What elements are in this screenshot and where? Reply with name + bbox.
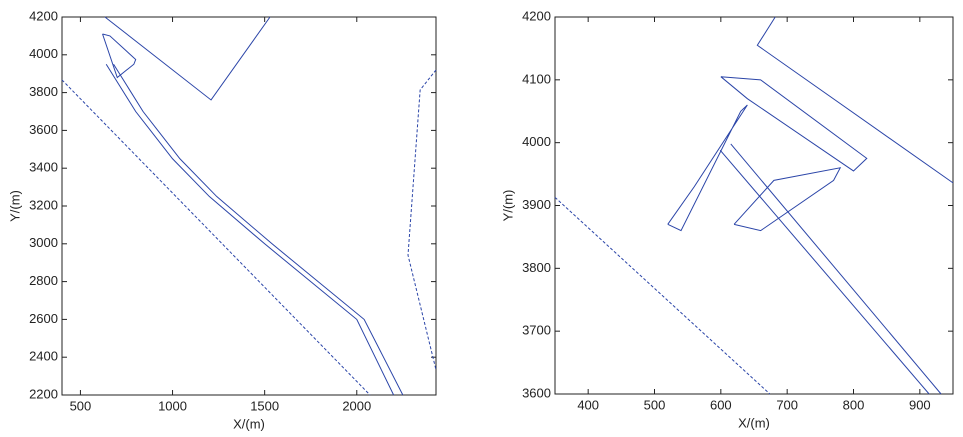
y-axis-label: Y/(m) <box>7 190 22 222</box>
y-tick-label: 3600 <box>29 122 58 137</box>
y-axis-label: Y/(m) <box>500 190 515 222</box>
y-tick-label: 3700 <box>522 323 551 338</box>
y-tick-label: 3900 <box>522 197 551 212</box>
x-tick-label: 400 <box>577 397 599 412</box>
x-tick-label: 1000 <box>158 398 187 413</box>
series-line <box>667 104 748 232</box>
x-tick-label: 700 <box>776 397 798 412</box>
x-axis-label: X/(m) <box>233 416 265 431</box>
series-line <box>113 63 404 396</box>
x-tick-label: 1500 <box>250 398 279 413</box>
series-line <box>730 143 942 395</box>
y-tick-label: 3600 <box>522 385 551 400</box>
x-tick-label: 600 <box>710 397 732 412</box>
series-line <box>407 69 437 370</box>
y-tick-label: 3400 <box>29 160 58 175</box>
series-line <box>105 63 395 396</box>
plot-frame <box>61 16 437 396</box>
x-tick-label: 800 <box>843 397 865 412</box>
y-tick-label: 3200 <box>29 197 58 212</box>
series-line <box>104 16 271 101</box>
y-tick-label: 2200 <box>29 386 58 401</box>
y-tick-label: 2600 <box>29 311 58 326</box>
x-tick-label: 2000 <box>342 398 371 413</box>
x-tick-label: 900 <box>909 397 931 412</box>
x-axis-label: X/(m) <box>738 415 770 430</box>
y-tick-label: 4200 <box>29 8 58 23</box>
x-tick-label: 500 <box>70 398 92 413</box>
series-line <box>719 149 930 395</box>
series-line <box>102 33 137 79</box>
y-tick-label: 4000 <box>522 134 551 149</box>
y-tick-label: 3800 <box>29 84 58 99</box>
y-tick-label: 4200 <box>522 8 551 23</box>
y-tick-label: 4100 <box>522 71 551 86</box>
series-line <box>61 79 371 396</box>
y-tick-label: 3000 <box>29 235 58 250</box>
series-line <box>733 167 842 232</box>
y-tick-label: 2400 <box>29 349 58 364</box>
x-tick-label: 500 <box>644 397 666 412</box>
y-tick-label: 2800 <box>29 273 58 288</box>
series-line <box>756 16 954 184</box>
series-line <box>554 196 771 395</box>
series-line <box>720 76 868 172</box>
y-tick-label: 3800 <box>522 260 551 275</box>
y-tick-label: 4000 <box>29 46 58 61</box>
